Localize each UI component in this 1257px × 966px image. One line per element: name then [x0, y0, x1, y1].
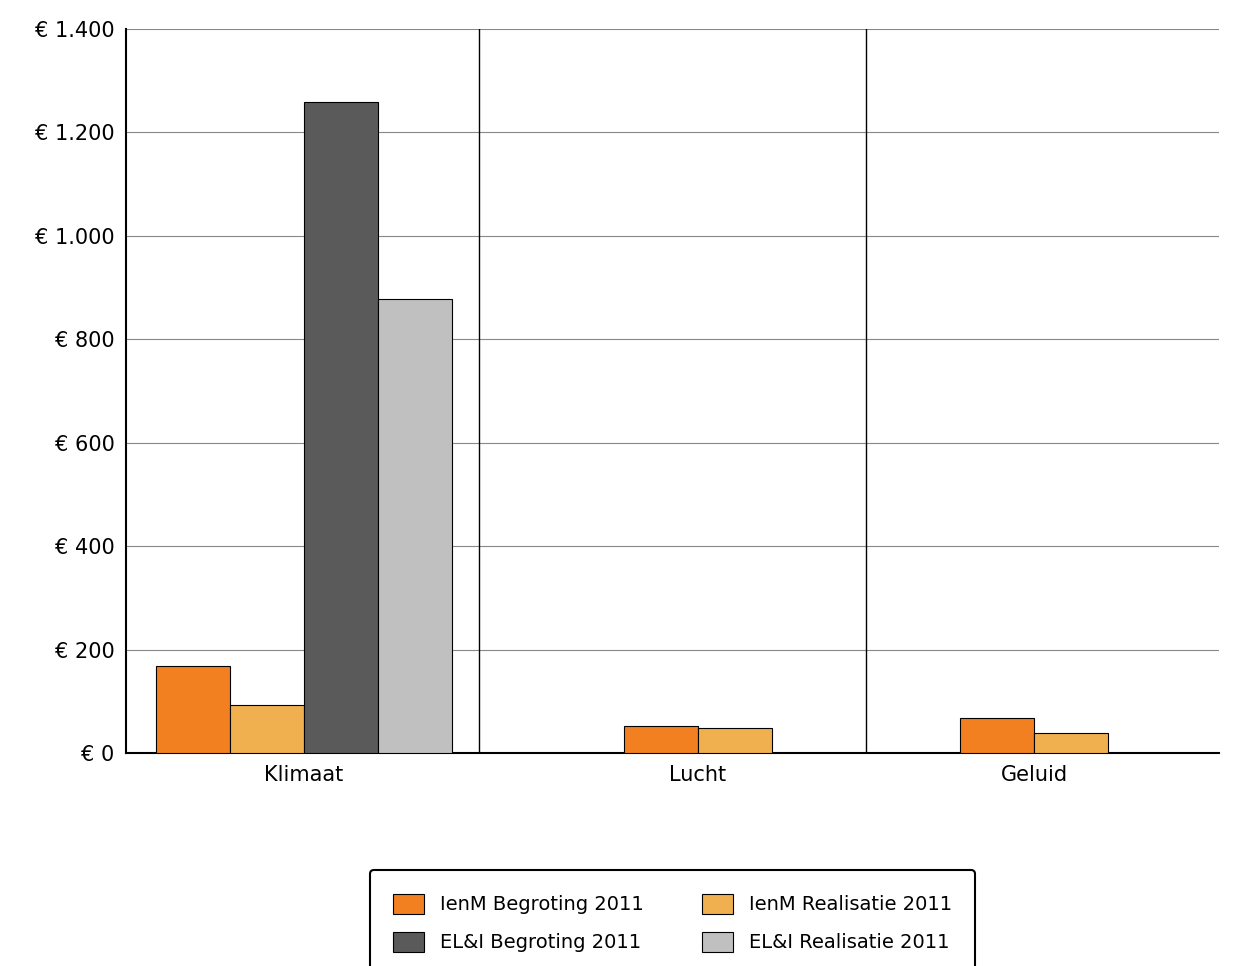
- Bar: [1035, 733, 1109, 753]
- Legend: IenM Begroting 2011, EL&I Begroting 2011, IenM Realisatie 2011, EL&I Realisatie : IenM Begroting 2011, EL&I Begroting 2011…: [370, 870, 975, 966]
- Bar: [623, 726, 698, 753]
- Bar: [230, 705, 304, 753]
- Bar: [378, 299, 453, 753]
- Bar: [156, 666, 230, 753]
- Bar: [304, 102, 378, 753]
- Bar: [960, 719, 1035, 753]
- Bar: [698, 727, 772, 753]
